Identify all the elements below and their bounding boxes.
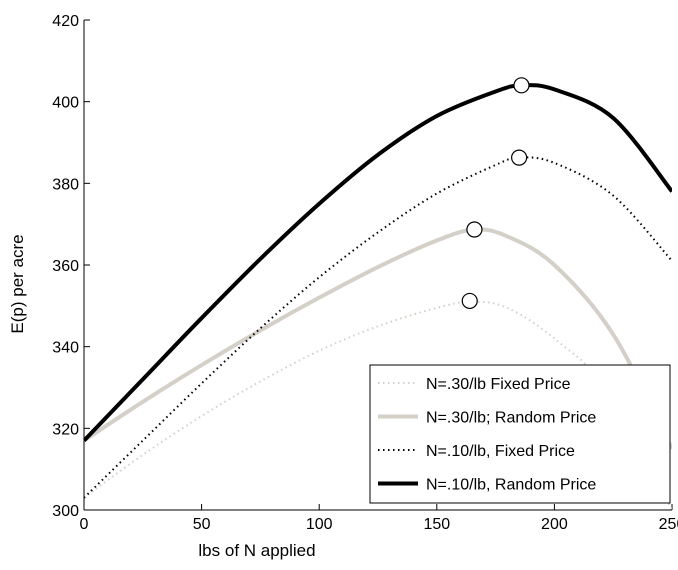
legend-label-3: N=.10/lb, Fixed Price [426, 443, 575, 460]
y-tick-label: 320 [52, 421, 79, 438]
optimum-marker-2 [466, 221, 483, 238]
series-line-3 [84, 156, 672, 499]
legend-label-1: N=.30/lb Fixed Price [426, 376, 571, 393]
optimum-marker-4 [513, 77, 530, 94]
legend-label-2: N=.30/lb; Random Price [426, 410, 596, 427]
legend: N=.30/lb Fixed Price N=.30/lb; Random Pri… [369, 364, 671, 504]
x-tick-label: 200 [541, 516, 568, 533]
x-tick-label: 0 [80, 516, 89, 533]
y-axis-label: E(p) per acre [8, 234, 27, 333]
legend-label-4: N=.10/lb, Random Price [426, 477, 596, 494]
optimum-marker-1 [461, 292, 478, 310]
y-tick-label: 380 [52, 176, 79, 193]
x-tick-label: 250 [659, 516, 678, 533]
y-tick-label: 400 [52, 95, 79, 112]
x-tick-label: 100 [306, 516, 333, 533]
series-line-4 [84, 83, 672, 442]
y-tick-label: 340 [52, 340, 79, 357]
series-lines [84, 83, 672, 510]
series-line-1 [84, 300, 672, 510]
series-line-2 [84, 227, 672, 450]
x-tick-label: 50 [193, 516, 211, 533]
x-tick-label: 150 [423, 516, 450, 533]
optimum-marker-3 [511, 149, 528, 166]
y-tick-label: 360 [52, 258, 79, 275]
y-tick-label: 420 [52, 13, 79, 30]
legend-box [369, 364, 671, 504]
axes: 0 50 100 150 200 250 300 320 340 360 380 400 420 [52, 13, 678, 533]
x-axis-label: lbs of N applied [198, 541, 315, 560]
y-tick-label: 300 [52, 503, 79, 520]
optimum-markers [461, 77, 530, 310]
